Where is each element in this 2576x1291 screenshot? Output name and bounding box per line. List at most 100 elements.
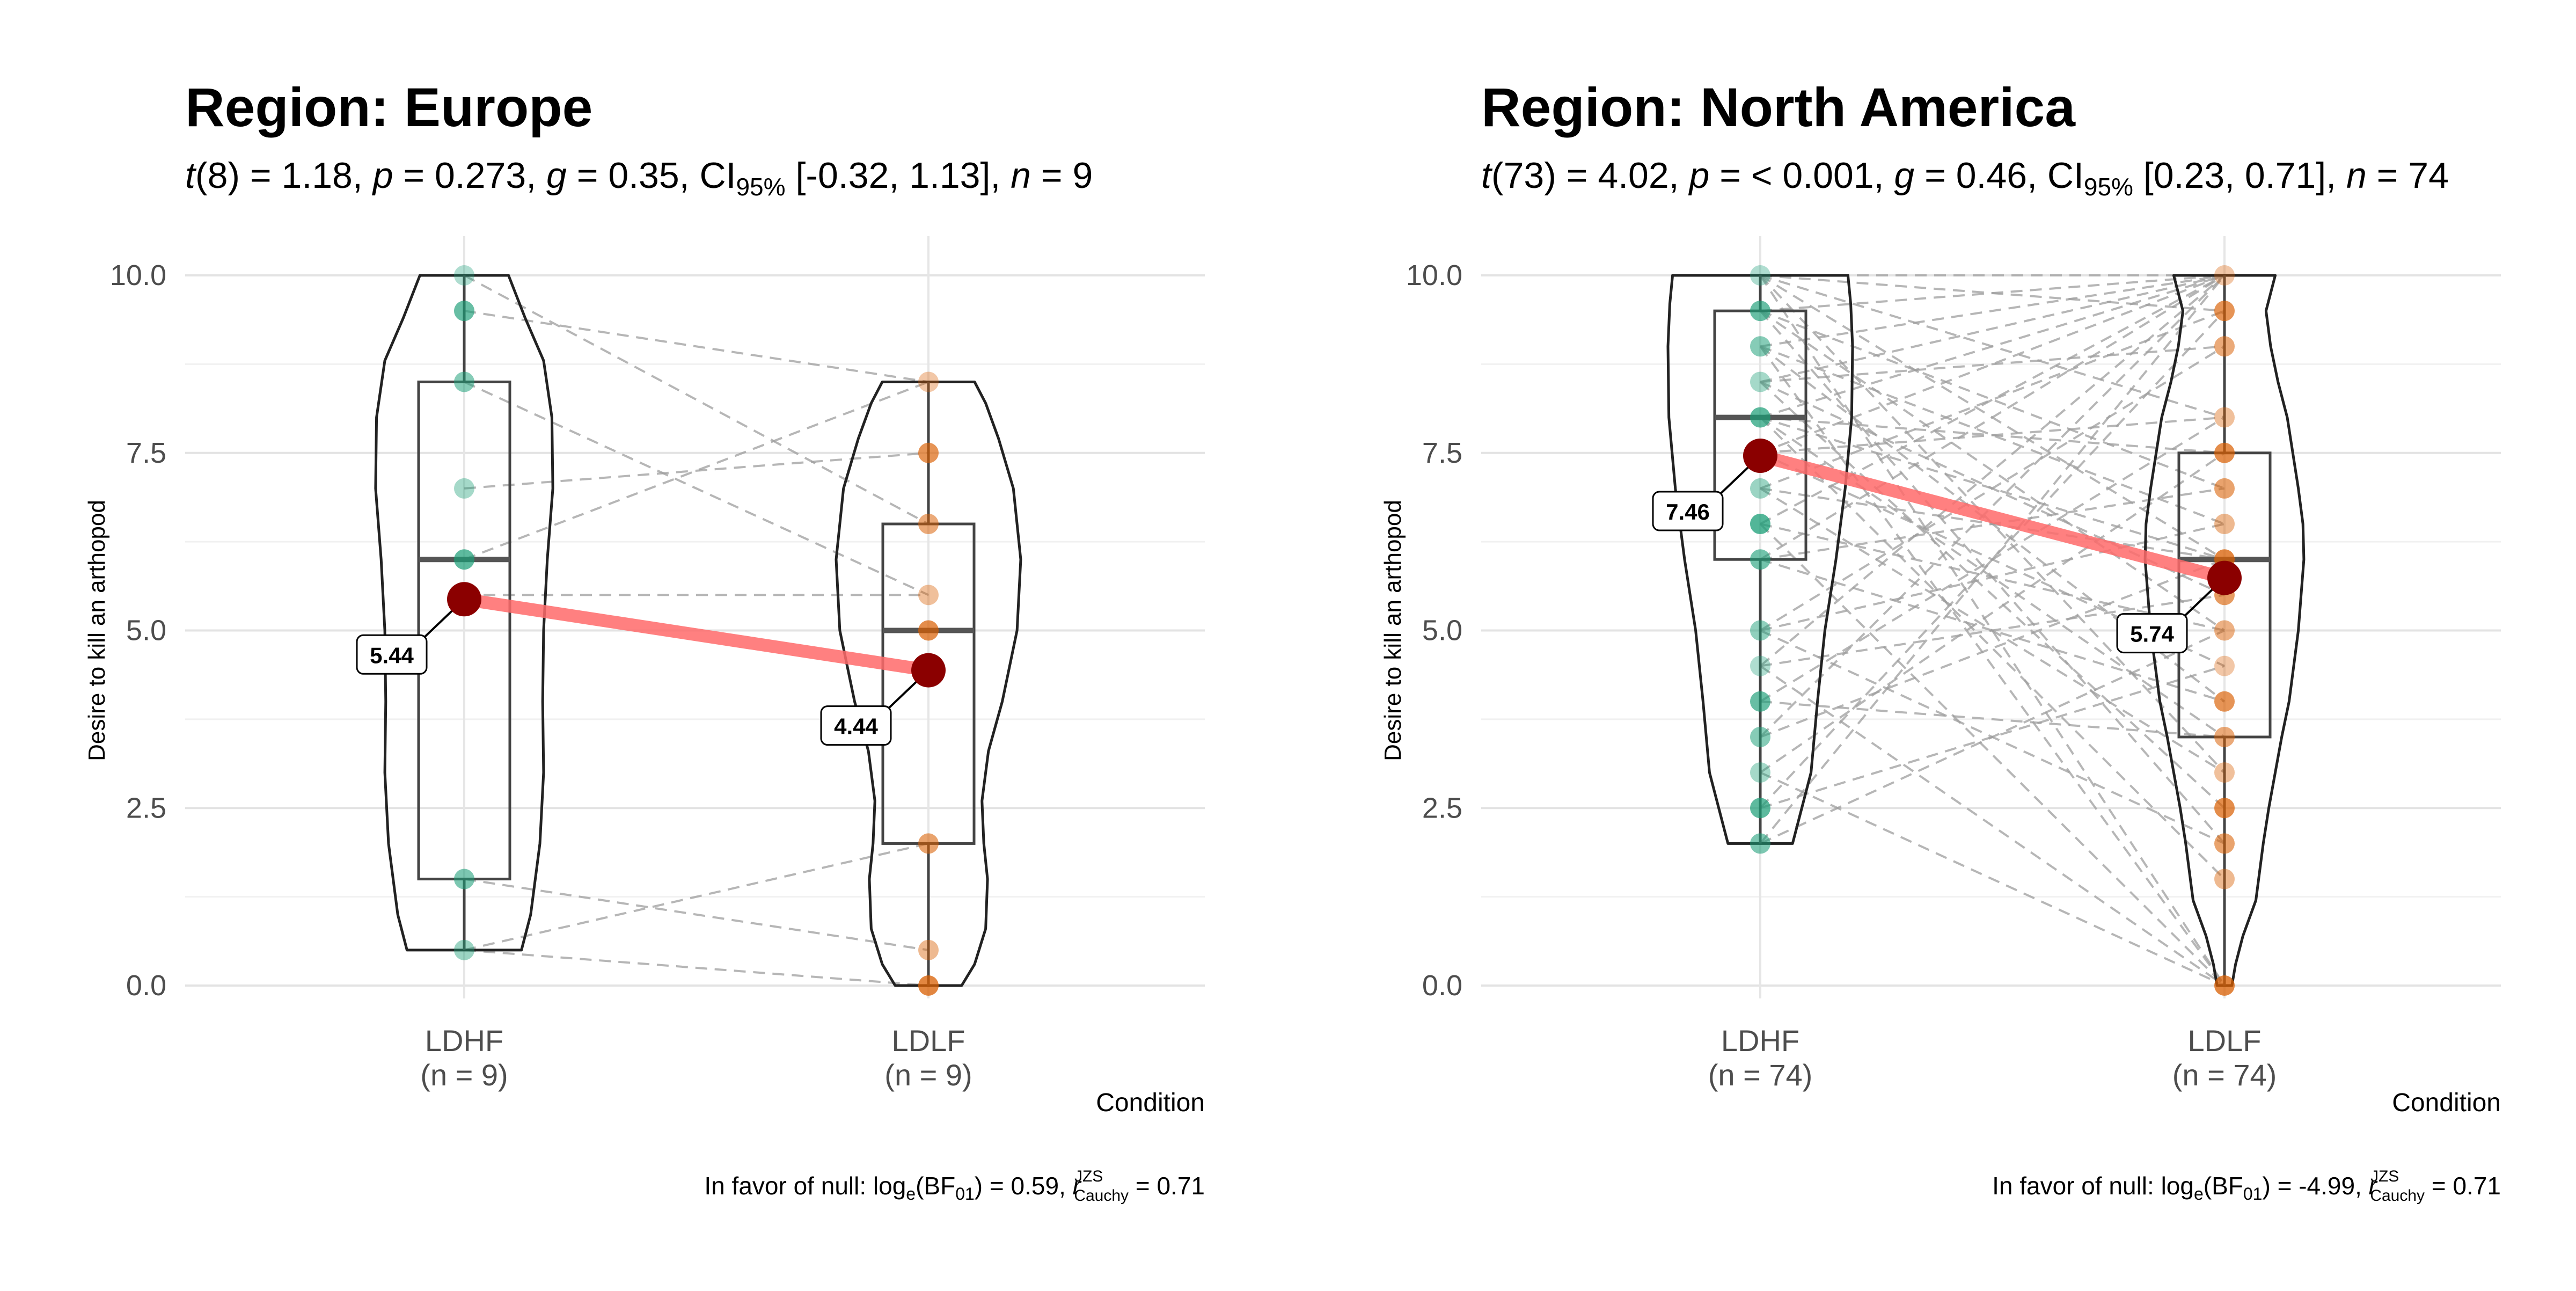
mean-label-box <box>820 705 892 746</box>
data-point <box>2214 442 2235 463</box>
data-point <box>2214 691 2235 712</box>
caption-r: 0.71 <box>2453 1172 2501 1200</box>
y-tick-label: 5.0 <box>126 615 166 647</box>
mean-label-box <box>2116 613 2188 654</box>
points-ldhf <box>1750 265 1770 854</box>
bayes-factor-caption: In favor of null: loge(BF01) = -4.99, rJ… <box>1992 1168 2501 1205</box>
data-point <box>2214 301 2235 322</box>
data-point <box>918 371 939 392</box>
panel-1: Region: Europe t(8) = 1.18, p = 0.273, g … <box>84 77 1205 1205</box>
paired-lines <box>464 274 929 987</box>
mean-label-box <box>1652 491 1724 531</box>
pair-line <box>1760 274 2225 419</box>
pair-line <box>464 381 929 596</box>
data-point <box>2214 514 2235 535</box>
data-point <box>2214 407 2235 428</box>
data-point <box>2214 655 2235 676</box>
pair-line <box>464 274 929 525</box>
pair-line <box>1759 381 2226 809</box>
subtitle-t: 1.18 <box>282 155 353 196</box>
data-point <box>2214 869 2235 889</box>
y-tick-label: 0.0 <box>126 969 166 1002</box>
pair-line <box>1759 665 2226 987</box>
x-tick-label: LDLF <box>892 1024 965 1057</box>
mean-line <box>463 593 930 677</box>
panel-title: Region: North America <box>1481 77 2076 138</box>
mean-label-ldlf: 4.44 <box>820 705 892 746</box>
pair-line <box>1760 274 2225 348</box>
mean-label-ldlf: 5.74 <box>2116 613 2188 654</box>
caption-bf: -4.99 <box>2299 1172 2355 1200</box>
x-axis-label: Condition <box>2392 1089 2501 1117</box>
subtitle-ci: [0.23, 0.71] <box>2143 155 2326 196</box>
pair-line <box>1759 417 2226 880</box>
subtitle-n: 74 <box>2408 155 2449 196</box>
data-point <box>454 301 474 322</box>
mean-label-ldhf: 5.44 <box>356 634 428 675</box>
data-point <box>454 939 474 960</box>
pair-line <box>464 842 929 951</box>
pair-line <box>464 949 929 987</box>
data-point <box>1750 514 1770 535</box>
mean-point <box>447 582 481 617</box>
subtitle-df: 8 <box>208 155 228 196</box>
pair-line <box>1760 416 2225 454</box>
data-point <box>1750 833 1770 854</box>
data-point <box>1750 371 1770 392</box>
mean-label-text: 5.74 <box>2130 622 2174 647</box>
caption-r: 0.71 <box>1157 1172 1205 1200</box>
data-point <box>1750 655 1770 676</box>
y-tick-label: 10.0 <box>1406 259 1462 291</box>
x-tick-label: LDHF <box>1721 1024 1799 1057</box>
x-tick-label: LDLF <box>2188 1024 2262 1057</box>
data-point <box>1750 265 1770 286</box>
violin-ldhf <box>1666 274 1854 845</box>
data-point <box>1750 478 1770 499</box>
violin-ldhf <box>374 274 554 952</box>
data-point <box>2214 975 2235 996</box>
data-point <box>918 514 939 535</box>
data-point <box>1750 549 1770 570</box>
data-point <box>918 620 939 641</box>
data-point <box>2214 726 2235 747</box>
pair-line <box>1759 274 2226 738</box>
data-point <box>454 478 474 499</box>
y-tick-label: 10.0 <box>110 259 166 291</box>
y-tick-label: 2.5 <box>1422 792 1462 824</box>
mean-point <box>911 653 946 688</box>
mean-label-box <box>356 634 428 675</box>
data-point <box>1750 726 1770 747</box>
subtitle-ci: [-0.32, 1.13] <box>795 155 990 196</box>
data-point <box>1750 407 1770 428</box>
data-point <box>2214 620 2235 641</box>
pair-line <box>1759 274 2226 844</box>
bayes-factor-caption: In favor of null: loge(BF01) = 0.59, rJZ… <box>704 1168 1205 1205</box>
subtitle-g: 0.35 <box>608 155 679 196</box>
data-point <box>454 371 474 392</box>
subtitle-g: 0.46 <box>1956 155 2027 196</box>
mean-label-text: 7.46 <box>1666 499 1710 524</box>
mean-point <box>2207 560 2242 595</box>
pair-line <box>1759 274 2226 667</box>
y-axis-label: Desire to kill an arthopod <box>1380 500 1406 761</box>
x-axis-label: Condition <box>1096 1089 1205 1117</box>
y-tick-label: 5.0 <box>1422 615 1462 647</box>
pair-line <box>1760 310 2225 490</box>
pair-line <box>464 310 929 383</box>
subtitle-t: 4.02 <box>1598 155 1668 196</box>
data-point <box>1750 336 1770 357</box>
subtitle-n: 9 <box>1073 155 1093 196</box>
panel-2: Region: North America t(73) = 4.02, p = <… <box>1380 77 2501 1205</box>
y-tick-label: 7.5 <box>126 437 166 469</box>
pair-line <box>1760 274 2225 383</box>
pair-line <box>464 451 929 490</box>
pair-line <box>1760 594 2225 667</box>
y-tick-label: 7.5 <box>1422 437 1462 469</box>
pair-line <box>1759 310 2226 809</box>
mean-line <box>1758 449 2227 585</box>
panel-subtitle: t(73) = 4.02, p = < 0.001, g = 0.46, CI9… <box>1481 155 2449 201</box>
points-ldlf <box>918 371 939 996</box>
pair-line <box>464 878 929 951</box>
data-point <box>918 939 939 960</box>
